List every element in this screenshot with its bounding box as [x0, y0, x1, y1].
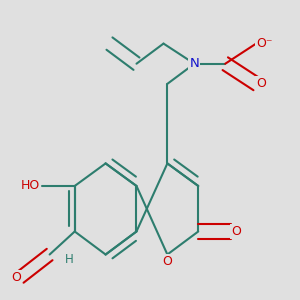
Text: HO: HO — [21, 179, 40, 193]
Text: N: N — [190, 57, 199, 70]
Text: O: O — [162, 254, 172, 268]
Text: O: O — [11, 271, 21, 284]
Text: O: O — [231, 225, 241, 238]
Text: O⁻: O⁻ — [256, 37, 273, 50]
Text: O: O — [256, 77, 266, 90]
Text: H: H — [65, 253, 74, 266]
